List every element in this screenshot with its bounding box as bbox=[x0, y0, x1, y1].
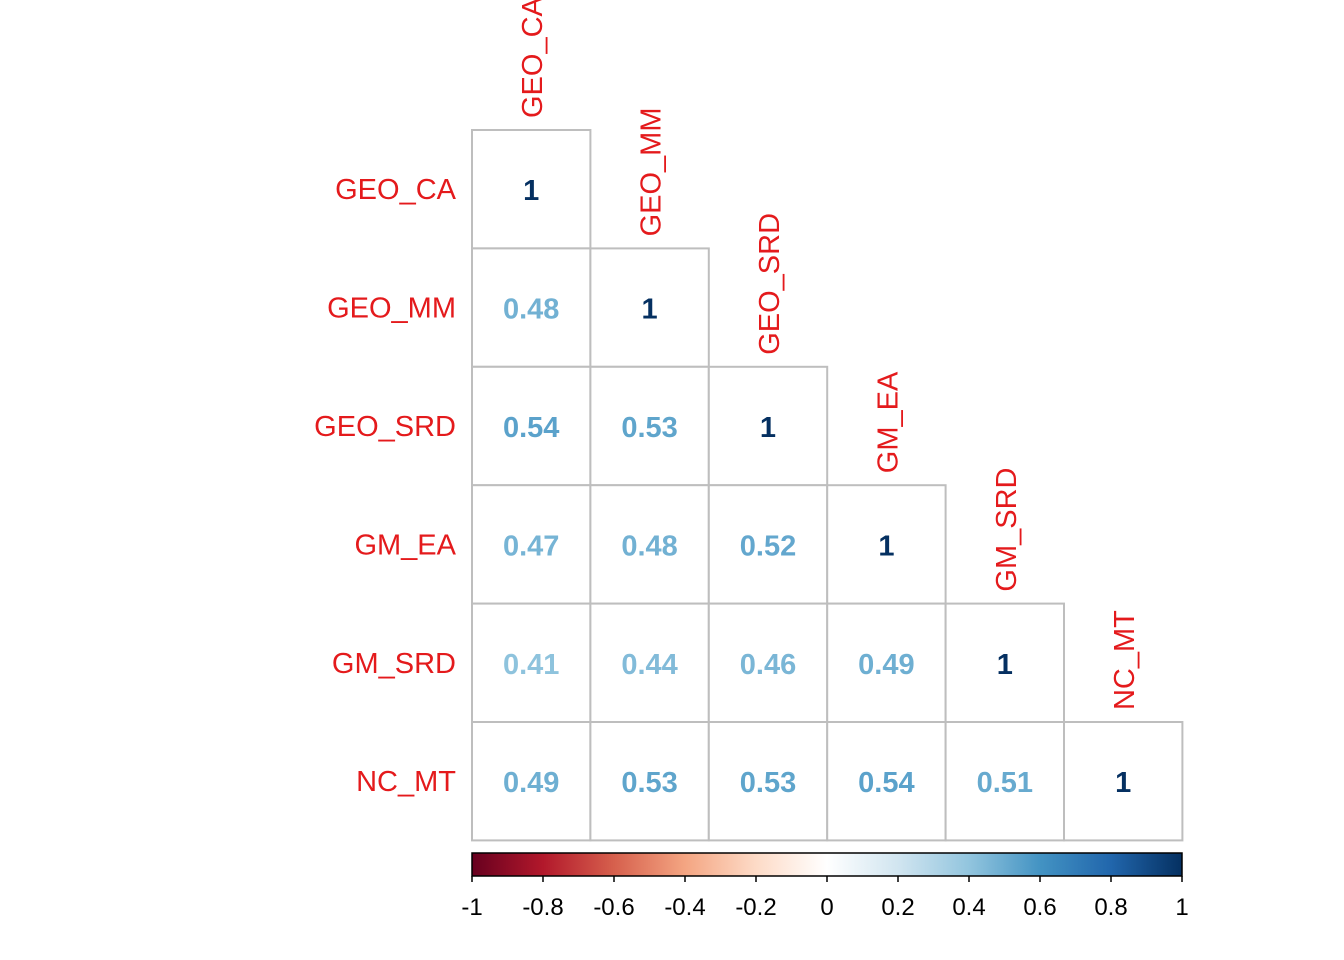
cell-gm-srd-geo-srd: 0.46 bbox=[707, 602, 829, 723]
colorbar-tick-label: 0.6 bbox=[1023, 894, 1056, 921]
cell-box bbox=[471, 247, 592, 368]
colorbar-tick-label: -0.4 bbox=[664, 894, 705, 921]
colorbar-tick-label: 0 bbox=[820, 894, 833, 921]
cell-geo-mm-geo-mm: 1 bbox=[589, 247, 710, 368]
colorbar-tick-label: -1 bbox=[461, 894, 482, 921]
cell-value-label: 0.54 bbox=[503, 412, 559, 444]
column-label-gm-ea: GM_EA bbox=[872, 371, 904, 473]
cell-value-label: 1 bbox=[997, 649, 1013, 681]
cell-box bbox=[589, 602, 710, 723]
cell-value-label: 0.49 bbox=[858, 649, 914, 681]
column-label-geo-ca: GEO_CA bbox=[517, 0, 549, 118]
cell-value-label: 0.47 bbox=[503, 530, 559, 562]
column-label-nc-mt: NC_MT bbox=[1109, 610, 1141, 710]
colorbar-tick-label: 0.2 bbox=[881, 894, 914, 921]
cell-nc-mt-geo-ca: 0.49 bbox=[471, 721, 592, 842]
cell-geo-ca-geo-ca: 1 bbox=[471, 129, 592, 250]
color-legend: -1 -0.8 -0.6 -0.4 -0.2 0 0.2 0.4 0.6 0.8 1 bbox=[461, 852, 1189, 921]
colorbar-tick-label: 1 bbox=[1175, 894, 1188, 921]
cell-nc-mt-geo-mm: 0.53 bbox=[589, 721, 710, 842]
colorbar-tick-label: -0.8 bbox=[522, 894, 563, 921]
colorbar-tick-label: -0.2 bbox=[735, 894, 776, 921]
row-label-nc-mt: NC_MT bbox=[356, 766, 456, 798]
cell-value-label: 1 bbox=[878, 530, 894, 562]
cell-value-label: 1 bbox=[1115, 767, 1131, 799]
cell-box bbox=[707, 365, 829, 487]
row-label-gm-ea: GM_EA bbox=[354, 529, 456, 561]
row-label-geo-ca: GEO_CA bbox=[335, 174, 457, 206]
cell-value-label: 0.53 bbox=[740, 767, 796, 799]
column-label-gm-srd: GM_SRD bbox=[991, 468, 1023, 592]
cell-gm-srd-gm-srd: 1 bbox=[944, 602, 1065, 723]
cell-value-label: 0.54 bbox=[858, 767, 914, 799]
cell-box bbox=[589, 247, 710, 368]
cell-value-label: 0.51 bbox=[977, 767, 1033, 799]
cell-box bbox=[1063, 721, 1184, 842]
column-labels: GEO_CA GEO_MM GEO_SRD GM_EA GM_SRD NC_MT bbox=[517, 0, 1141, 710]
cell-box bbox=[589, 484, 710, 605]
cell-nc-mt-gm-srd: 0.51 bbox=[944, 721, 1065, 842]
cell-box bbox=[826, 602, 947, 723]
cell-value-label: 0.52 bbox=[740, 530, 796, 562]
cell-value-label: 0.44 bbox=[621, 649, 677, 681]
cell-nc-mt-nc-mt: 1 bbox=[1063, 721, 1184, 842]
cell-gm-srd-geo-mm: 0.44 bbox=[589, 602, 710, 723]
colorbar-tick-label: -0.6 bbox=[593, 894, 634, 921]
cell-value-label: 1 bbox=[760, 412, 776, 444]
column-label-geo-mm: GEO_MM bbox=[636, 107, 668, 236]
cell-value-label: 0.46 bbox=[740, 649, 796, 681]
row-labels: GEO_CA GEO_MM GEO_SRD GM_EA GM_SRD NC_MT bbox=[314, 174, 456, 798]
cell-value-label: 0.53 bbox=[621, 767, 677, 799]
colorbar-tick-label: 0.4 bbox=[952, 894, 985, 921]
cell-box bbox=[471, 721, 592, 842]
cell-value-label: 0.48 bbox=[621, 530, 677, 562]
cell-geo-mm-geo-ca: 0.48 bbox=[471, 247, 592, 368]
cell-value-label: 1 bbox=[523, 175, 539, 207]
cell-gm-ea-geo-srd: 0.52 bbox=[707, 484, 829, 605]
row-label-geo-mm: GEO_MM bbox=[327, 293, 456, 325]
row-label-gm-srd: GM_SRD bbox=[332, 648, 456, 680]
column-label-geo-srd: GEO_SRD bbox=[754, 213, 786, 355]
cell-gm-srd-geo-ca: 0.41 bbox=[471, 602, 592, 723]
cell-box bbox=[589, 721, 710, 842]
cell-geo-srd-geo-ca: 0.54 bbox=[471, 365, 592, 487]
cell-value-label: 0.48 bbox=[503, 294, 559, 326]
cell-nc-mt-gm-ea: 0.54 bbox=[826, 721, 947, 842]
cell-gm-ea-geo-mm: 0.48 bbox=[589, 484, 710, 605]
cell-box bbox=[826, 484, 947, 605]
cell-nc-mt-geo-srd: 0.53 bbox=[707, 721, 829, 842]
row-label-geo-srd: GEO_SRD bbox=[314, 411, 456, 443]
colorbar-tick-label: 0.8 bbox=[1094, 894, 1127, 921]
cell-box bbox=[707, 721, 829, 842]
cell-box bbox=[944, 721, 1065, 842]
cell-value-label: 1 bbox=[642, 294, 658, 326]
cell-geo-srd-geo-mm: 0.53 bbox=[589, 365, 710, 487]
cell-box bbox=[471, 129, 592, 250]
cell-value-label: 0.41 bbox=[503, 649, 559, 681]
cell-gm-ea-gm-ea: 1 bbox=[826, 484, 947, 605]
cell-geo-srd-geo-srd: 1 bbox=[707, 365, 829, 487]
matrix-cells: 1 0.48 1 0.54 0.53 1 0.47 0.48 0.52 1 0.41 0.44 0.46… bbox=[471, 129, 1184, 842]
cell-box bbox=[826, 721, 947, 842]
cell-gm-srd-gm-ea: 0.49 bbox=[826, 602, 947, 723]
cell-value-label: 0.49 bbox=[503, 767, 559, 799]
cell-gm-ea-geo-ca: 0.47 bbox=[471, 484, 592, 605]
cell-value-label: 0.53 bbox=[621, 412, 677, 444]
colorbar bbox=[471, 852, 1183, 877]
